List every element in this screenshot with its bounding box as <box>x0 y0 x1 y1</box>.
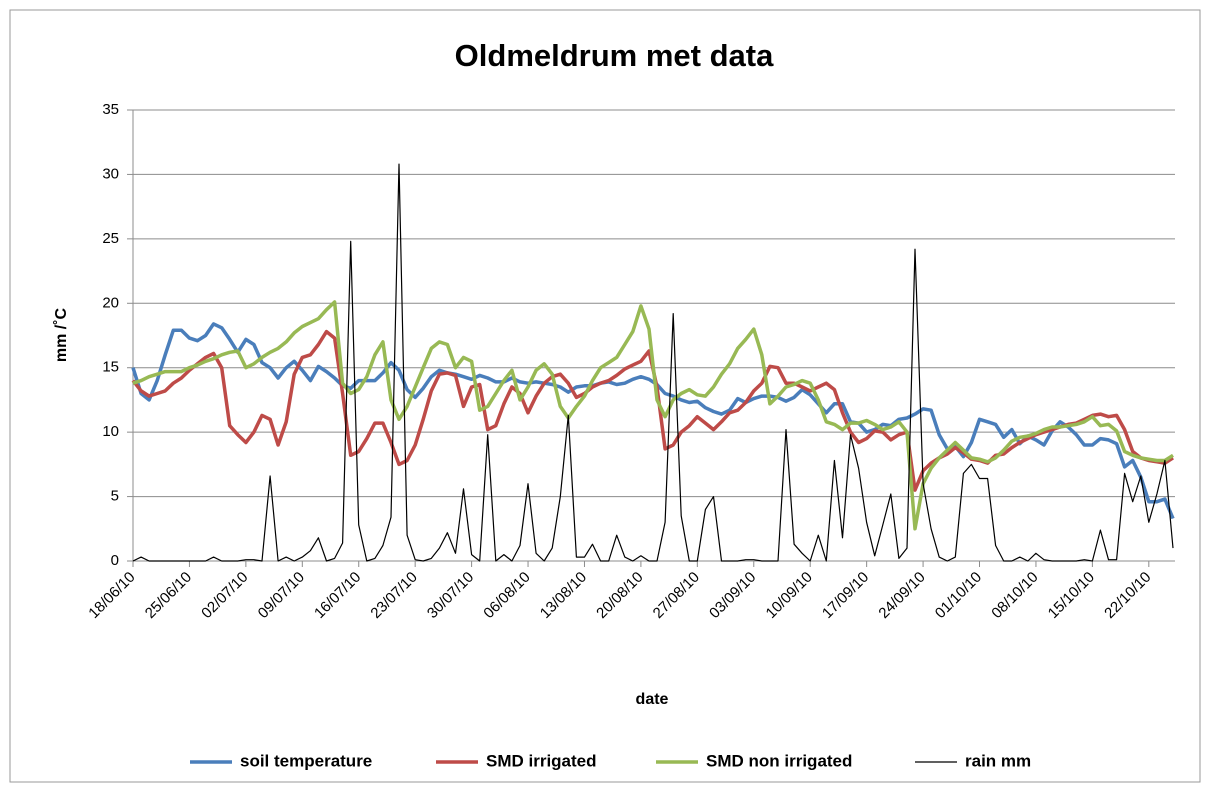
y-tick-label: 0 <box>111 552 119 569</box>
y-tick-label: 35 <box>102 101 119 118</box>
chart-frame <box>9 9 1201 783</box>
y-tick-label: 15 <box>102 359 119 376</box>
y-tick-label: 10 <box>102 423 119 440</box>
legend-label: SMD non irrigated <box>706 751 852 770</box>
legend-label: SMD irrigated <box>486 751 597 770</box>
y-tick-label: 25 <box>102 230 119 247</box>
y-tick-label: 20 <box>102 294 119 311</box>
legend-label: soil temperature <box>240 751 372 770</box>
x-axis-label: date <box>636 691 669 708</box>
chart-title: Oldmeldrum met data <box>455 38 774 73</box>
series-line <box>132 163 1174 562</box>
y-tick-label: 30 <box>102 165 119 182</box>
series-line <box>132 300 1174 531</box>
series-line <box>131 322 1175 520</box>
y-tick-label: 5 <box>111 488 119 505</box>
legend-label: rain mm <box>965 751 1031 770</box>
y-axis-label: mm /˚C <box>53 307 70 362</box>
